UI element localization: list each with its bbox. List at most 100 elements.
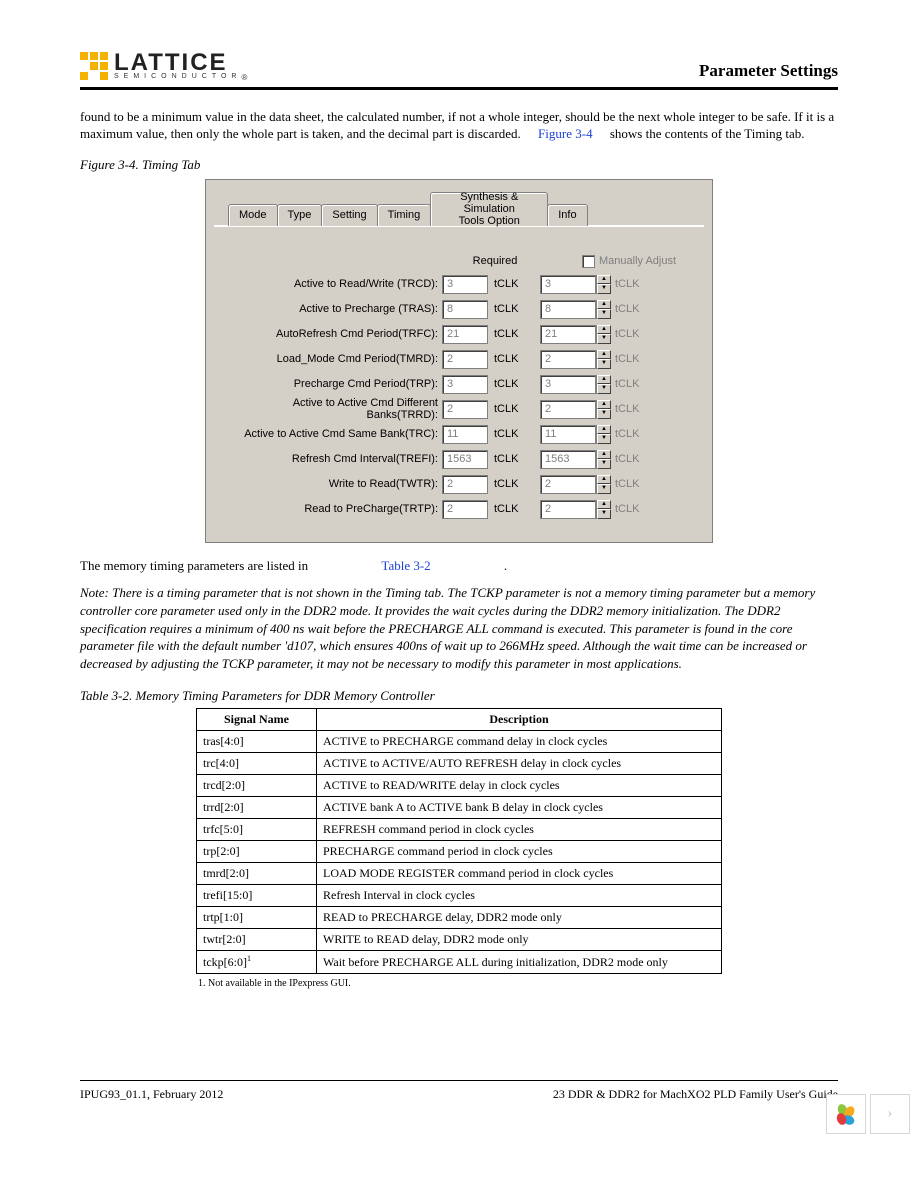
tab-timing[interactable]: Timing: [377, 204, 432, 226]
row-label: Refresh Cmd Interval(TREFI):: [222, 453, 442, 465]
required-value-input[interactable]: 2: [442, 500, 488, 519]
table-caption: Table 3-2. Memory Timing Parameters for …: [80, 688, 838, 704]
row-label: Write to Read(TWTR):: [222, 478, 442, 490]
spinner-up-icon[interactable]: ▲: [597, 475, 611, 485]
spinner-down-icon[interactable]: ▼: [597, 409, 611, 419]
tab-type[interactable]: Type: [277, 204, 323, 226]
spinner-up-icon[interactable]: ▲: [597, 400, 611, 410]
row-label: Active to Read/Write (TRCD):: [222, 278, 442, 290]
figure-link[interactable]: Figure 3-4: [538, 126, 593, 141]
spinner-down-icon[interactable]: ▼: [597, 459, 611, 469]
required-value-input[interactable]: 11: [442, 425, 488, 444]
spinner-up-icon[interactable]: ▲: [597, 500, 611, 510]
unit-label: tCLK: [488, 503, 526, 515]
spinner[interactable]: ▲▼: [596, 300, 611, 319]
required-value-input[interactable]: 1563: [442, 450, 488, 469]
row-label: Load_Mode Cmd Period(TMRD):: [222, 353, 442, 365]
spinner[interactable]: ▲▼: [596, 500, 611, 519]
required-value-input[interactable]: 3: [442, 275, 488, 294]
tab-setting[interactable]: Setting: [321, 204, 377, 226]
adjust-value-input[interactable]: 21: [540, 325, 596, 344]
spinner[interactable]: ▲▼: [596, 425, 611, 444]
table-cell: ACTIVE to PRECHARGE command delay in clo…: [317, 731, 722, 753]
spinner-up-icon[interactable]: ▲: [597, 450, 611, 460]
table-cell: tckp[6:0]1: [197, 951, 317, 974]
timing-tab-dialog: ModeTypeSettingTimingSynthesis & Simulat…: [205, 179, 713, 543]
table-cell: twtr[2:0]: [197, 929, 317, 951]
required-value-input[interactable]: 3: [442, 375, 488, 394]
spinner[interactable]: ▲▼: [596, 325, 611, 344]
table-cell: trefi[15:0]: [197, 885, 317, 907]
unit-label-disabled: tCLK: [611, 403, 639, 415]
unit-label-disabled: tCLK: [611, 453, 639, 465]
footer-left: IPUG93_01.1, February 2012: [80, 1087, 553, 1102]
spinner[interactable]: ▲▼: [596, 375, 611, 394]
adjust-value-input[interactable]: 3: [540, 275, 596, 294]
spinner-down-icon[interactable]: ▼: [597, 359, 611, 369]
viewer-logo-icon[interactable]: [826, 1094, 866, 1134]
tab-synthesis-simulation-tools-option[interactable]: Synthesis & SimulationTools Option: [430, 192, 548, 226]
adjust-value-input[interactable]: 8: [540, 300, 596, 319]
spinner[interactable]: ▲▼: [596, 475, 611, 494]
spinner[interactable]: ▲▼: [596, 400, 611, 419]
manually-adjust-checkbox[interactable]: [582, 255, 595, 268]
required-value-input[interactable]: 8: [442, 300, 488, 319]
spinner[interactable]: ▲▼: [596, 350, 611, 369]
adjust-value-input[interactable]: 2: [540, 350, 596, 369]
required-value-input[interactable]: 2: [442, 475, 488, 494]
spinner-down-icon[interactable]: ▼: [597, 384, 611, 394]
adjust-value-input[interactable]: 2: [540, 500, 596, 519]
tab-mode[interactable]: Mode: [228, 204, 278, 226]
spinner-up-icon[interactable]: ▲: [597, 275, 611, 285]
spinner-up-icon[interactable]: ▲: [597, 350, 611, 360]
table-row: tras[4:0]ACTIVE to PRECHARGE command del…: [197, 731, 722, 753]
timing-row: Write to Read(TWTR):2tCLK2▲▼tCLK: [222, 474, 696, 495]
adjust-value-input[interactable]: 11: [540, 425, 596, 444]
table-cell: WRITE to READ delay, DDR2 mode only: [317, 929, 722, 951]
spinner-up-icon[interactable]: ▲: [597, 300, 611, 310]
page-header: LATTICE SEMICONDUCTOR® Parameter Setting…: [80, 52, 838, 90]
spinner-up-icon[interactable]: ▲: [597, 375, 611, 385]
required-value-input[interactable]: 2: [442, 350, 488, 369]
spinner-down-icon[interactable]: ▼: [597, 284, 611, 294]
viewer-widget: ›: [826, 1094, 910, 1134]
table-cell: Refresh Interval in clock cycles: [317, 885, 722, 907]
adjust-value-input[interactable]: 2: [540, 400, 596, 419]
table-cell: REFRESH command period in clock cycles: [317, 819, 722, 841]
chevron-right-icon: ›: [888, 1106, 893, 1122]
required-value-input[interactable]: 2: [442, 400, 488, 419]
unit-label: tCLK: [488, 303, 526, 315]
spinner-down-icon[interactable]: ▼: [597, 509, 611, 519]
next-page-button[interactable]: ›: [870, 1094, 910, 1134]
table-header: Description: [317, 709, 722, 731]
spinner-up-icon[interactable]: ▲: [597, 325, 611, 335]
adjust-value-input[interactable]: 2: [540, 475, 596, 494]
figure-caption: Figure 3-4. Timing Tab: [80, 157, 838, 173]
table-cell: trtp[1:0]: [197, 907, 317, 929]
row-label: Precharge Cmd Period(TRP):: [222, 378, 442, 390]
unit-label-disabled: tCLK: [611, 303, 639, 315]
required-value-input[interactable]: 21: [442, 325, 488, 344]
table-link[interactable]: Table 3-2: [381, 558, 430, 573]
adjust-value-input[interactable]: 3: [540, 375, 596, 394]
table-cell: tmrd[2:0]: [197, 863, 317, 885]
unit-label-disabled: tCLK: [611, 328, 639, 340]
spinner-down-icon[interactable]: ▼: [597, 309, 611, 319]
lattice-logo: LATTICE SEMICONDUCTOR®: [80, 52, 252, 81]
tab-info[interactable]: Info: [547, 204, 587, 226]
row-label: Read to PreCharge(TRTP):: [222, 503, 442, 515]
table-cell: trp[2:0]: [197, 841, 317, 863]
spinner-down-icon[interactable]: ▼: [597, 334, 611, 344]
adjust-value-input[interactable]: 1563: [540, 450, 596, 469]
spinner-down-icon[interactable]: ▼: [597, 434, 611, 444]
spinner[interactable]: ▲▼: [596, 275, 611, 294]
unit-label-disabled: tCLK: [611, 428, 639, 440]
table-cell: trcd[2:0]: [197, 775, 317, 797]
spinner-up-icon[interactable]: ▲: [597, 425, 611, 435]
logo-squares-icon: [80, 52, 108, 80]
spinner[interactable]: ▲▼: [596, 450, 611, 469]
spinner-down-icon[interactable]: ▼: [597, 484, 611, 494]
row-label: AutoRefresh Cmd Period(TRFC):: [222, 328, 442, 340]
footer-right: 23 DDR & DDR2 for MachXO2 PLD Family Use…: [553, 1087, 838, 1102]
mid-text: The memory timing parameters are listed …: [80, 557, 838, 575]
